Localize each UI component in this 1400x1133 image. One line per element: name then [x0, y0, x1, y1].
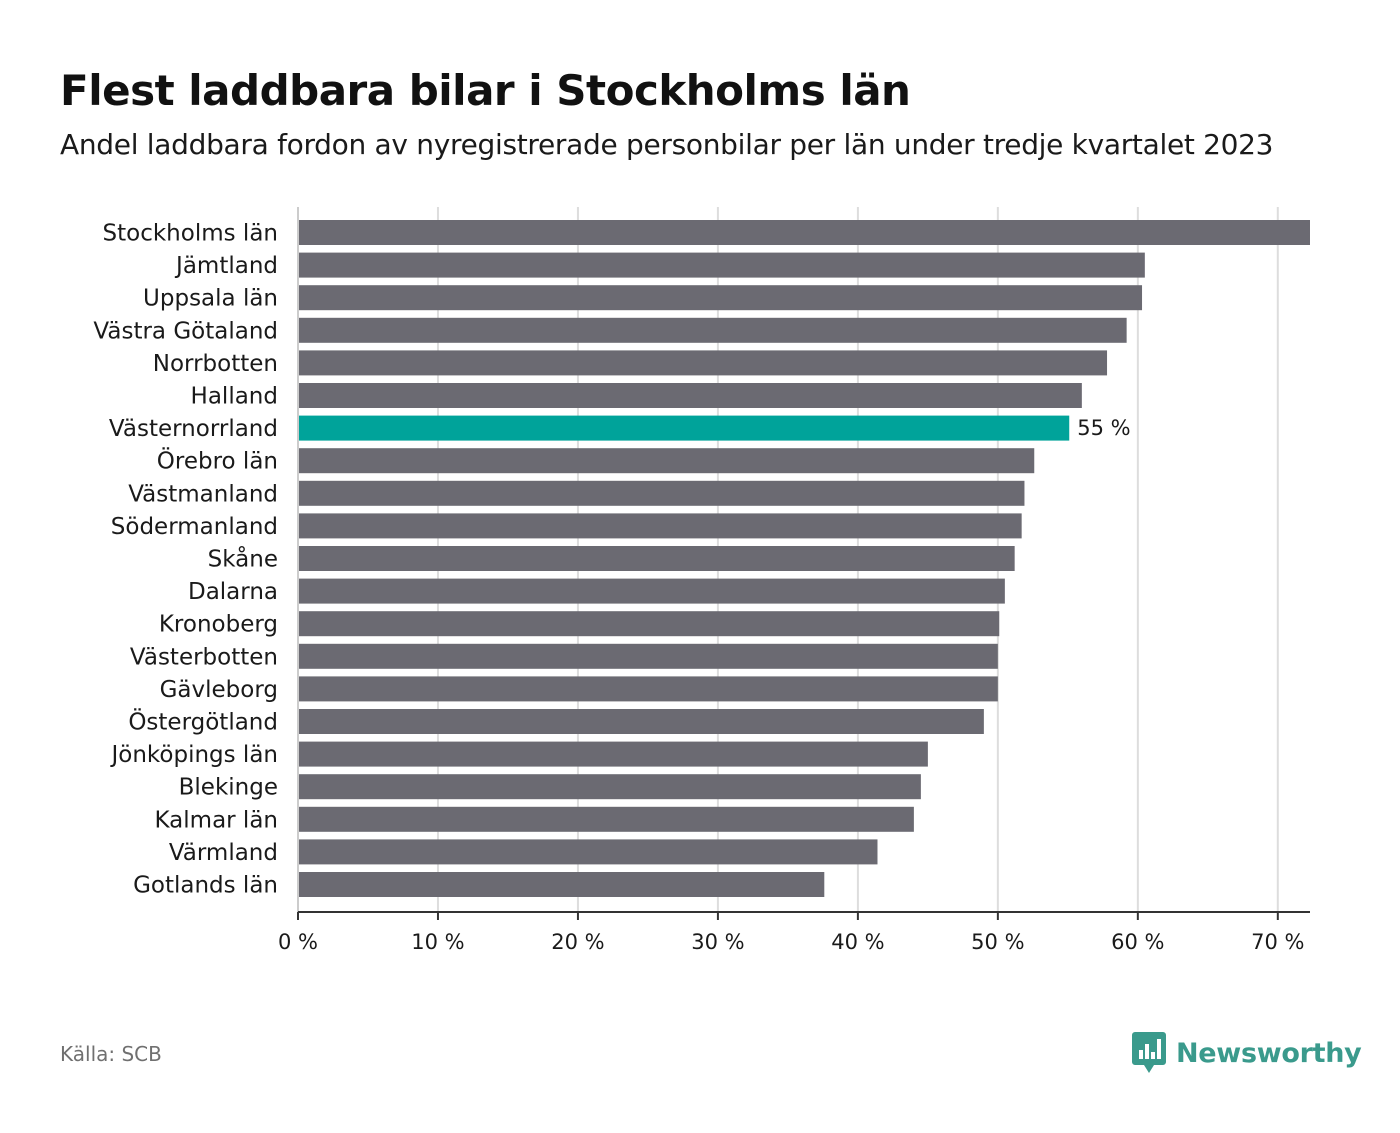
- bar: [298, 741, 928, 767]
- bar: [298, 285, 1143, 311]
- category-label: Jämtland: [174, 253, 278, 279]
- category-label: Östergötland: [128, 708, 278, 736]
- category-label: Kronoberg: [159, 612, 278, 638]
- bar: [298, 220, 1310, 245]
- x-tick-label: 40 %: [831, 930, 884, 954]
- chart-subtitle: Andel laddbara fordon av nyregistrerade …: [60, 128, 1274, 161]
- category-label: Dalarna: [188, 579, 278, 605]
- x-tick-label: 30 %: [691, 930, 744, 954]
- x-tick-label: 50 %: [971, 930, 1024, 954]
- category-label: Uppsala län: [143, 286, 278, 312]
- category-label: Värmland: [169, 840, 278, 866]
- bar: [298, 774, 921, 800]
- bar: [298, 806, 914, 832]
- x-tick-label: 0 %: [278, 930, 318, 954]
- bar: [298, 709, 984, 734]
- category-label: Skåne: [208, 545, 278, 573]
- category-label: Västmanland: [128, 481, 278, 507]
- category-label: Gävleborg: [160, 677, 278, 703]
- brand-logo[interactable]: Newsworthy: [1132, 1032, 1362, 1074]
- bar: [298, 546, 1015, 571]
- brand-name: Newsworthy: [1176, 1037, 1362, 1069]
- category-label: Halland: [191, 384, 278, 410]
- category-label: Västernorrland: [109, 416, 278, 442]
- bar: [298, 872, 825, 897]
- category-label: Gotlands län: [133, 873, 278, 899]
- bar: [298, 578, 1005, 604]
- category-label: Blekinge: [179, 775, 278, 801]
- bar-chart: Stockholms län Jämtland Uppsala län Västra …: [93, 207, 1310, 954]
- category-label: Västra Götaland: [93, 318, 278, 344]
- bar: [298, 415, 1070, 441]
- x-tick-label: 20 %: [551, 930, 604, 954]
- bar: [298, 350, 1108, 376]
- data-label: 55 %: [1077, 416, 1130, 440]
- category-label: Västerbotten: [130, 644, 278, 670]
- bar: [298, 480, 1025, 506]
- category-label: Kalmar län: [155, 807, 279, 833]
- category-label: Stockholms län: [103, 221, 278, 247]
- bar: [298, 676, 998, 702]
- newsworthy-logo-icon: [1132, 1032, 1166, 1073]
- category-label: Norrbotten: [153, 351, 278, 377]
- x-tick-label: 10 %: [411, 930, 464, 954]
- bar: [298, 611, 1000, 637]
- x-tick-label: 70 %: [1251, 930, 1304, 954]
- bar: [298, 513, 1022, 539]
- chart-title: Flest laddbara bilar i Stockholms län: [60, 66, 911, 115]
- x-tick-label: 60 %: [1111, 930, 1164, 954]
- category-label: Jönköpings län: [109, 742, 278, 768]
- bar: [298, 643, 998, 669]
- source-note: Källa: SCB: [60, 1042, 162, 1066]
- bar: [298, 317, 1127, 343]
- bar: [298, 383, 1082, 408]
- bar: [298, 252, 1145, 278]
- category-label: Södermanland: [111, 514, 278, 540]
- bar: [298, 839, 878, 865]
- category-label: Örebro län: [157, 447, 278, 475]
- bar: [298, 448, 1035, 474]
